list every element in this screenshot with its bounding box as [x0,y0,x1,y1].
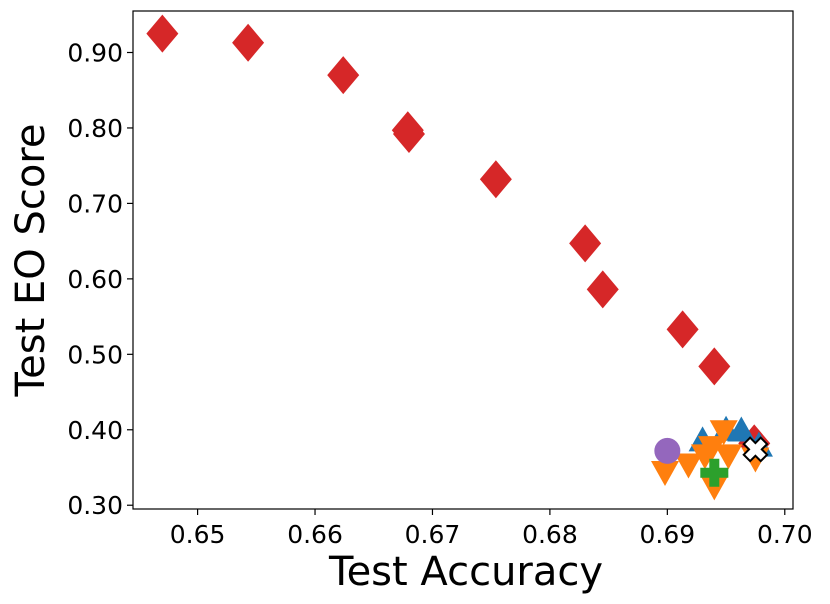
circle-point [654,437,681,464]
x-point [742,436,769,463]
triangle-down-point [709,420,738,446]
diamond-point [479,160,512,199]
x-tick-label: 0.65 [170,520,226,549]
diamond-point [698,347,731,386]
x-tick-label: 0.69 [640,520,696,549]
y-axis-label: Test EO Score [8,124,54,398]
triangle-up-point [727,416,756,442]
diamond-point [327,56,360,95]
triangle-down-point [697,436,726,462]
triangle-down-point [650,461,679,487]
diamond-point [232,23,265,62]
diamond-point [666,310,699,349]
y-tick-label: 0.40 [67,416,123,445]
diamond-point [569,224,602,263]
triangle-down-point [714,444,743,470]
x-tick-label: 0.66 [287,520,343,549]
plus-point [700,458,729,487]
diamond-point [146,14,179,53]
x-axis-label: Test Accuracy [328,549,603,595]
diamond-point [392,114,425,153]
y-tick-label: 0.70 [67,189,123,218]
plot-frame [132,10,794,510]
x-tick-label: 0.70 [757,520,813,549]
y-tick-label: 0.80 [67,114,123,143]
y-tick-label: 0.50 [67,340,123,369]
triangle-down-point [674,453,703,479]
x-tick-label: 0.68 [522,520,578,549]
x-axis-ticks: 0.65 0.66 0.67 0.68 0.69 0.70 [170,509,813,549]
data-marks [146,14,773,501]
y-tick-label: 0.30 [67,491,123,520]
y-tick-label: 0.60 [67,265,123,294]
triangle-down-point [700,475,729,501]
y-axis-ticks: 0.30 0.40 0.50 0.60 0.70 0.80 0.90 [67,39,133,520]
y-tick-label: 0.90 [67,39,123,68]
x-tick-label: 0.67 [405,520,461,549]
diamond-point [586,270,619,309]
